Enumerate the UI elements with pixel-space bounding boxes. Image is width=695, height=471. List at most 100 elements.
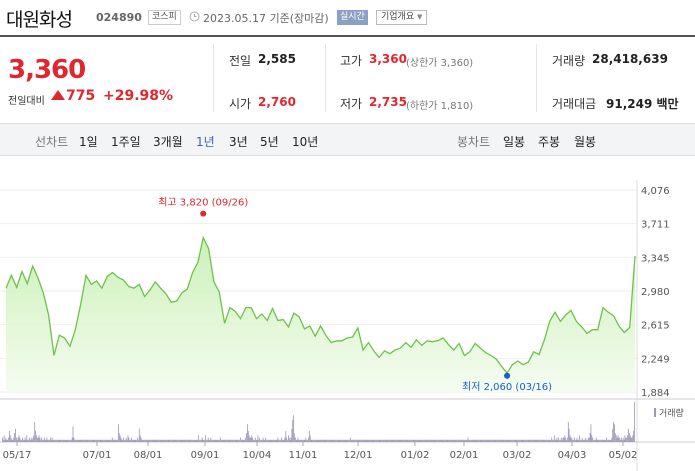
volume-bar bbox=[429, 439, 430, 442]
volume-bar bbox=[499, 439, 500, 442]
tab-3m[interactable]: 3개월 bbox=[153, 135, 183, 149]
volume-bar bbox=[145, 439, 147, 442]
volume-bar bbox=[225, 439, 226, 442]
volume-bar bbox=[286, 437, 287, 442]
volume-bar bbox=[363, 439, 365, 442]
volume-bar bbox=[160, 439, 162, 442]
tab-3y[interactable]: 3년 bbox=[229, 135, 248, 149]
volume-bar bbox=[31, 439, 33, 442]
volume-bar bbox=[136, 439, 138, 442]
volume-bar bbox=[152, 439, 154, 442]
volume-bar bbox=[227, 439, 229, 442]
volume-bar bbox=[343, 439, 345, 442]
volume-bar bbox=[254, 437, 256, 442]
volume-bar bbox=[604, 439, 606, 442]
volume-bar bbox=[59, 439, 61, 442]
volume-bar bbox=[179, 439, 181, 442]
tab-1y[interactable]: 1년 bbox=[196, 135, 215, 149]
volume-bar bbox=[211, 439, 213, 442]
volume-bar bbox=[316, 439, 318, 442]
volume-bar bbox=[403, 439, 405, 442]
volume-bar bbox=[43, 439, 44, 442]
volume-bar bbox=[426, 439, 428, 442]
volume-bar bbox=[289, 439, 291, 442]
tab-1w[interactable]: 1주일 bbox=[111, 135, 141, 149]
volume-bar bbox=[22, 439, 24, 442]
volume-bar bbox=[29, 439, 31, 442]
volume-bar bbox=[167, 439, 169, 442]
x-tick-label: 01/02 bbox=[401, 450, 430, 461]
volume-bar bbox=[321, 439, 322, 442]
volume-bar bbox=[521, 439, 523, 442]
volume-bar bbox=[352, 439, 354, 442]
volume-bar bbox=[129, 439, 131, 442]
volume-bar bbox=[6, 439, 8, 442]
trade-value: 91,249 백만 bbox=[606, 97, 679, 111]
tab-daily[interactable]: 일봉 bbox=[503, 135, 526, 149]
volume-bar bbox=[425, 439, 427, 442]
volume-bar bbox=[301, 439, 302, 442]
volume-bar bbox=[587, 437, 589, 442]
volume-bar bbox=[602, 439, 604, 442]
volume-bar bbox=[481, 439, 483, 442]
volume-bar bbox=[67, 439, 69, 442]
volume-bar bbox=[10, 437, 12, 442]
volume-bar bbox=[149, 439, 151, 442]
volume-bar bbox=[526, 439, 528, 442]
volume-bar bbox=[452, 439, 454, 442]
volume-bar bbox=[616, 437, 618, 442]
volume-bar bbox=[477, 439, 478, 442]
volume-bar bbox=[455, 439, 457, 442]
tab-5y[interactable]: 5년 bbox=[260, 135, 279, 149]
volume-bar bbox=[376, 439, 377, 442]
volume-bar bbox=[336, 439, 338, 442]
volume-bar bbox=[496, 439, 498, 442]
company-info-dropdown[interactable]: 기업개요 ▼ bbox=[376, 10, 428, 25]
volume-bar bbox=[400, 439, 402, 442]
price-chart[interactable]: 4,076 3,711 3,345 2,980 2,615 2,249 1,884 최고 3,… bbox=[0, 180, 695, 471]
volume-bar bbox=[595, 437, 597, 442]
volume-bar bbox=[300, 439, 301, 442]
volume-bar bbox=[213, 439, 214, 442]
volume-bar bbox=[111, 439, 112, 442]
volume-bar bbox=[467, 437, 469, 442]
tab-weekly[interactable]: 주봉 bbox=[538, 135, 561, 149]
volume-bar bbox=[370, 439, 372, 442]
volume-bar bbox=[75, 439, 76, 442]
volume-bar bbox=[559, 439, 560, 442]
tab-1d[interactable]: 1일 bbox=[79, 135, 98, 149]
volume-bar bbox=[99, 439, 101, 442]
volume-bar bbox=[476, 439, 478, 442]
volume-bar bbox=[118, 433, 120, 442]
volume-bar bbox=[608, 439, 610, 442]
tab-monthly[interactable]: 월봉 bbox=[574, 135, 597, 149]
volume-bar bbox=[577, 439, 579, 442]
volume-bar bbox=[247, 424, 248, 442]
chevron-down-icon: ▼ bbox=[417, 13, 423, 21]
volume-bar bbox=[307, 439, 308, 442]
volume-bar bbox=[361, 439, 362, 442]
volume-bar bbox=[596, 439, 598, 442]
volume-bar bbox=[458, 439, 459, 442]
volume-bar bbox=[382, 439, 383, 442]
volume-bar bbox=[239, 439, 240, 442]
volume-bar bbox=[198, 435, 199, 442]
volume-bar bbox=[232, 439, 233, 442]
volume-bar bbox=[92, 439, 94, 442]
volume-bar bbox=[617, 435, 619, 442]
realtime-button[interactable]: 실시간 bbox=[337, 10, 368, 25]
y-tick-label: 1,884 bbox=[641, 388, 670, 399]
volume-bar bbox=[25, 439, 27, 442]
volume-bar bbox=[331, 439, 333, 442]
volume-bar bbox=[369, 439, 370, 442]
volume-bar bbox=[622, 437, 624, 442]
volume-bar bbox=[431, 439, 432, 442]
volume-bar bbox=[272, 439, 274, 442]
volume-bar bbox=[442, 439, 444, 442]
volume-bar bbox=[204, 439, 206, 442]
tab-10y[interactable]: 10년 bbox=[292, 135, 319, 149]
volume-bar bbox=[454, 439, 456, 442]
volume-bar bbox=[549, 439, 551, 442]
volume-bar bbox=[319, 439, 321, 442]
volume-bar bbox=[532, 439, 533, 442]
